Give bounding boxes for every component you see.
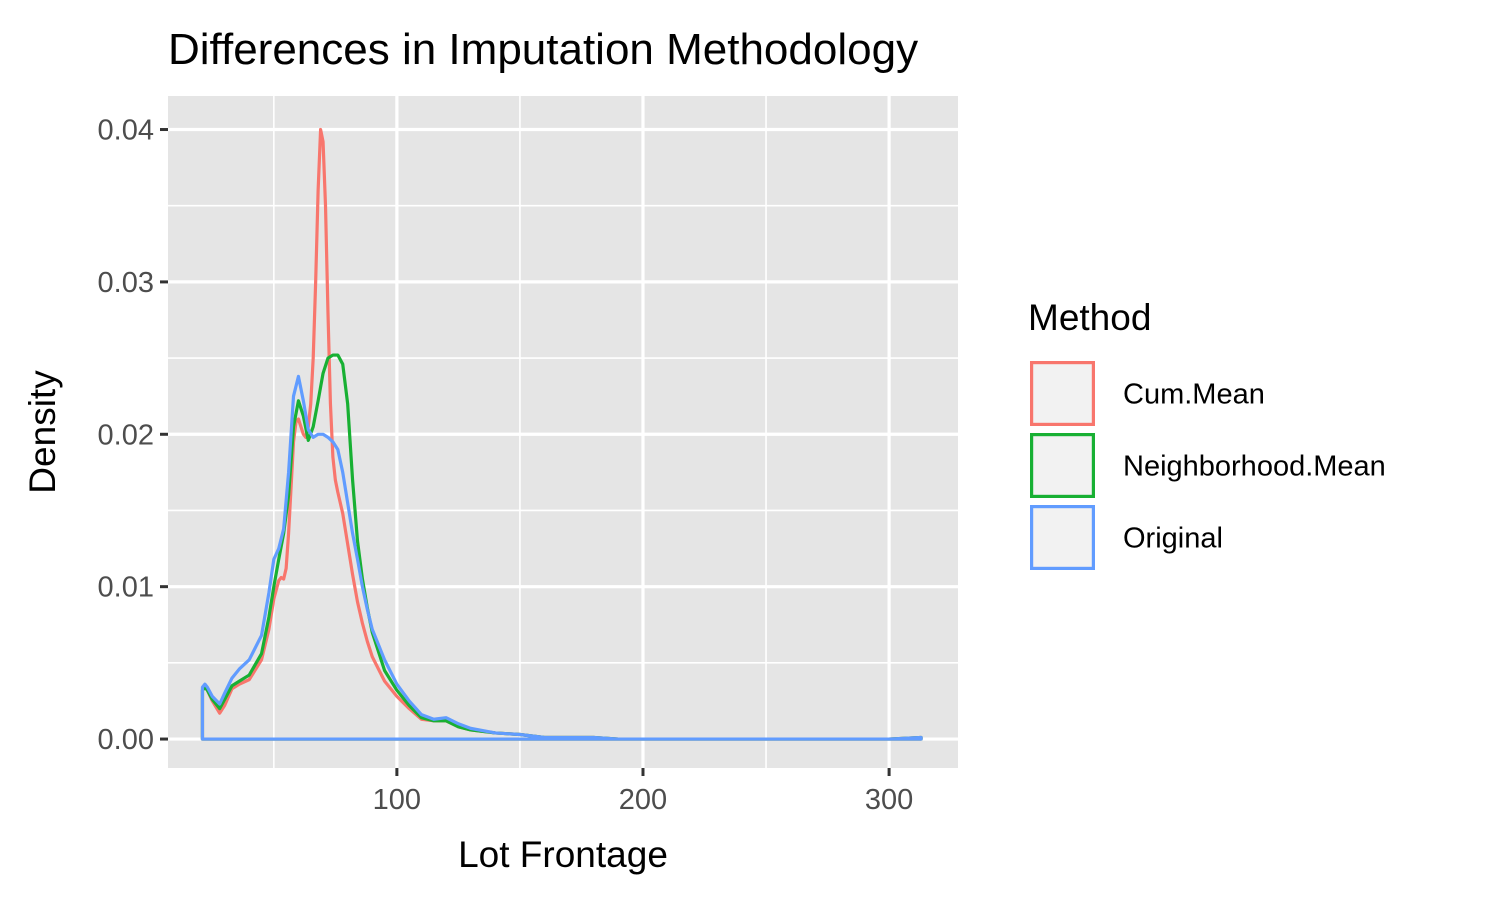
plot-panel [168,96,958,768]
x-axis: 100 200 300 [373,768,913,816]
legend-label: Original [1123,523,1223,555]
legend-title: Method [1028,297,1151,338]
y-axis: 0.00 0.01 0.02 0.03 0.04 [98,115,168,756]
legend-key-bg [1030,505,1095,570]
legend-key-swatch [1029,505,1095,571]
legend-key-swatch [1029,361,1095,427]
legend: Method Cum.Mean Neighborhood.Mean Original [1028,297,1386,571]
legend-key-bg [1030,361,1095,426]
series-line-2 [200,374,923,741]
density-lines [200,127,923,741]
x-axis-title: Lot Frontage [458,834,668,875]
legend-label: Cum.Mean [1123,379,1265,411]
chart-title: Differences in Imputation Methodology [168,25,918,74]
minor-gridlines [168,96,958,768]
legend-label: Neighborhood.Mean [1123,451,1386,483]
x-tick-label: 300 [865,784,913,816]
y-axis-title: Density [22,370,63,494]
y-tick-label: 0.02 [98,419,154,451]
y-tick-label: 0.00 [98,724,154,756]
legend-key-bg [1030,433,1095,498]
x-tick-label: 200 [619,784,667,816]
y-tick-label: 0.01 [98,572,154,604]
y-tick-label: 0.03 [98,267,154,299]
y-tick-label: 0.04 [98,115,154,147]
legend-key-swatch [1029,433,1095,499]
x-tick-label: 100 [373,784,421,816]
